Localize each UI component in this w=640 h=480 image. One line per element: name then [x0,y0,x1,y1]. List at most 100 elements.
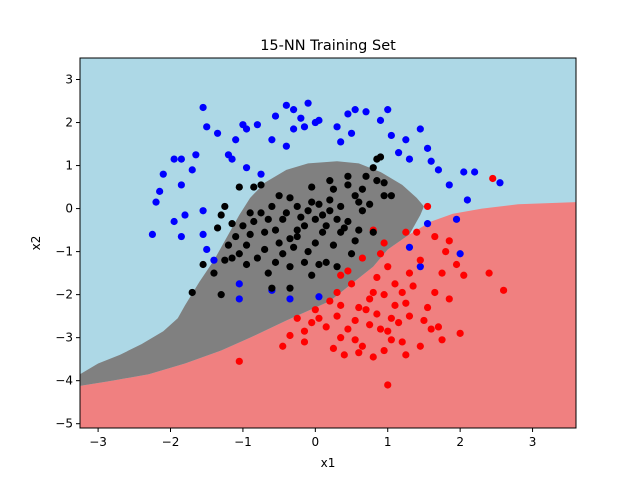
blue-data-point [282,142,290,150]
blue-data-point [460,168,468,176]
black-data-point [369,164,377,172]
red-data-point [293,314,301,322]
black-data-point [250,183,258,191]
blue-data-point [297,114,305,122]
blue-data-point [271,112,280,120]
black-data-point [275,192,283,200]
red-data-point [380,346,388,355]
black-data-point [315,200,323,208]
red-data-point [438,269,446,277]
blue-data-point [300,123,309,131]
red-data-point [402,228,410,236]
blue-data-point [242,164,251,172]
black-data-point [271,258,280,266]
black-data-point [304,207,312,215]
red-data-point [351,316,359,325]
plot-area [80,58,576,428]
black-data-point [355,226,363,234]
black-data-point [221,202,229,211]
blue-data-point [170,155,178,163]
blue-data-point [268,136,276,144]
blue-data-point [402,136,410,144]
black-data-point [308,271,316,279]
blue-data-point [384,106,392,114]
blue-data-point [177,155,185,163]
black-data-point [376,153,385,161]
blue-data-point [235,280,243,288]
red-data-point [427,325,435,333]
black-data-point [264,215,272,223]
blue-data-point [423,220,432,228]
red-data-point [452,260,461,269]
black-data-point [261,228,269,236]
black-data-point [326,177,334,185]
blue-data-point [203,123,211,131]
blue-data-point [496,179,504,187]
red-data-point [315,314,323,322]
black-data-point [333,215,341,223]
blue-data-point [337,138,345,146]
y-tick-label: 2 [65,116,73,130]
black-data-point [217,211,225,219]
blue-data-point [387,131,395,140]
x-tick-label: −3 [89,435,107,449]
black-data-point [210,269,218,277]
black-data-point [366,200,374,208]
black-data-point [329,185,338,193]
blue-data-point [290,106,298,114]
blue-data-point [290,125,298,133]
red-data-point [340,351,348,359]
red-data-point [326,297,334,305]
blue-data-point [376,116,385,124]
black-data-point [228,254,236,262]
blue-data-point [282,101,290,109]
red-data-point [322,323,330,331]
red-data-point [409,282,417,290]
x-tick-label: 3 [529,435,537,449]
red-data-point [337,301,345,309]
black-data-point [235,183,243,191]
blue-data-point [257,170,265,178]
black-data-point [235,250,243,258]
x-tick-label: 0 [312,435,320,449]
red-data-point [369,353,377,361]
red-data-point [279,342,287,350]
black-data-point [318,211,327,219]
red-data-point [337,271,345,279]
black-data-point [286,194,294,202]
red-data-point [405,312,414,320]
black-data-point [250,217,258,226]
red-data-point [423,202,432,211]
blue-data-point [235,295,243,303]
black-data-point [326,196,334,204]
x-tick-label: 2 [456,435,464,449]
black-data-point [358,185,366,193]
red-data-point [489,174,497,183]
red-data-point [384,327,392,335]
x-tick-label: −1 [234,435,252,449]
y-tick-label: −2 [55,288,73,302]
blue-data-point [177,181,185,189]
blue-data-point [416,125,424,133]
black-data-point [329,241,338,249]
blue-data-point [463,196,471,204]
red-data-point [423,303,432,312]
black-data-point [308,183,316,191]
black-data-point [268,284,276,292]
black-data-point [257,181,265,189]
black-data-point [369,228,377,236]
black-data-point [290,243,298,251]
red-data-point [391,301,399,309]
black-data-point [213,224,222,232]
blue-data-point [315,293,323,301]
black-data-point [246,209,254,217]
black-data-point [358,207,366,215]
red-data-point [235,357,243,365]
blue-data-point [152,198,160,206]
blue-data-point [333,123,341,131]
black-data-point [315,260,323,269]
red-data-point [333,288,341,297]
blue-data-point [423,144,432,152]
red-data-point [456,329,464,337]
red-data-point [438,336,446,344]
